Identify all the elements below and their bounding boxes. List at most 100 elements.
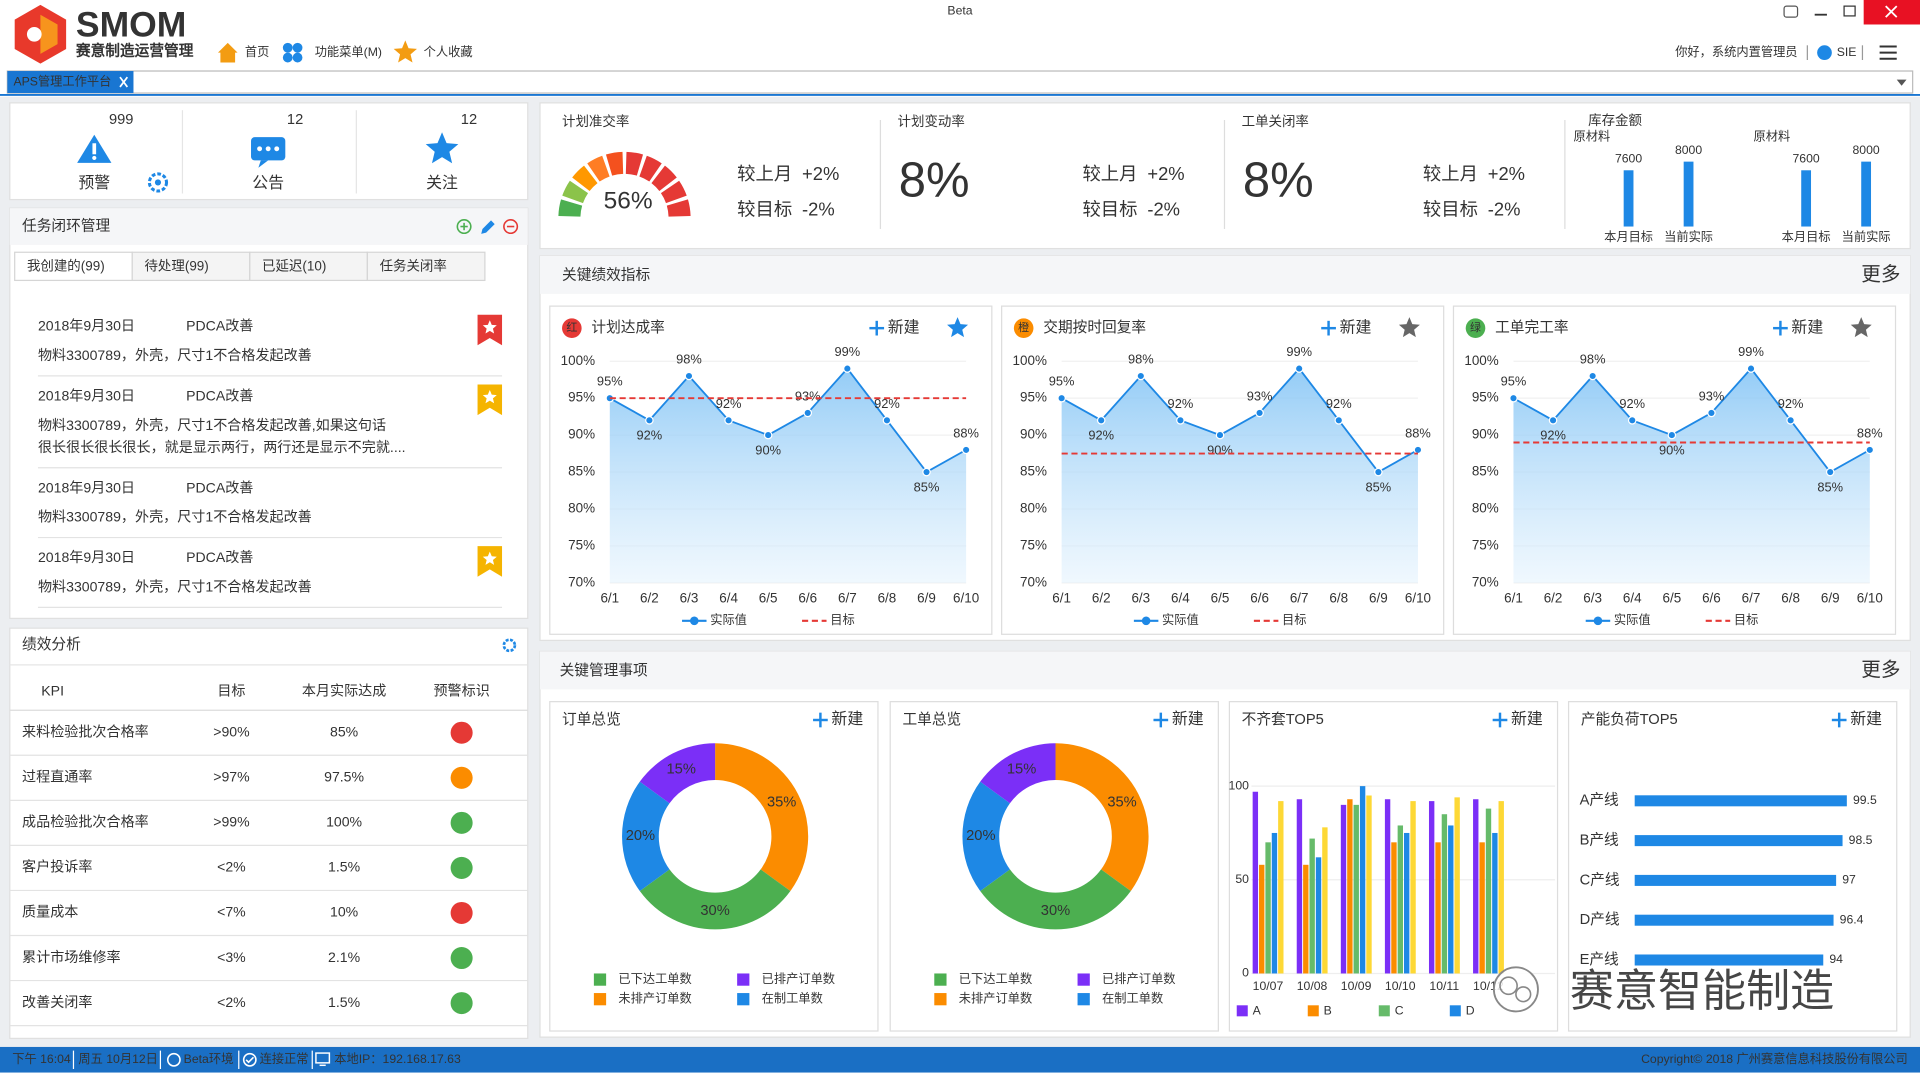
follow-icon[interactable]: [425, 132, 459, 164]
task-tab-label[interactable]: 已延迟(10): [262, 259, 326, 274]
y-tick-label: 80%: [568, 501, 595, 516]
task-tab-label[interactable]: 我创建的(99): [27, 259, 105, 274]
settings-icon[interactable]: [147, 172, 169, 193]
category-label: B产线: [1580, 831, 1619, 848]
slice-label: 15%: [1007, 762, 1036, 778]
task-tab[interactable]: [366, 251, 486, 282]
favorite-button[interactable]: [1398, 317, 1420, 338]
language-icon[interactable]: [1817, 45, 1832, 60]
new-button[interactable]: 新建: [1172, 710, 1204, 728]
donut-slice: [1055, 743, 1149, 892]
settings-button[interactable]: [502, 638, 517, 653]
data-point: [843, 364, 852, 373]
new-button[interactable]: 新建: [1791, 318, 1823, 336]
tab-label[interactable]: APS管理工作平台: [13, 73, 111, 88]
category-label: E产线: [1580, 951, 1619, 968]
legend-label: 实际值: [1162, 612, 1199, 627]
menu-icon[interactable]: [282, 42, 293, 53]
restore-button[interactable]: [1843, 5, 1856, 17]
more-link[interactable]: 更多: [1861, 659, 1900, 681]
task-date[interactable]: 2018年9月30日: [38, 318, 135, 334]
legend-label: D: [1466, 1004, 1475, 1018]
data-point: [1294, 364, 1304, 373]
menu-icon[interactable]: [282, 52, 293, 63]
x-tick-label: 6/2: [1544, 590, 1563, 605]
task-tab-label[interactable]: 任务关闭率: [380, 258, 447, 274]
bar: [1448, 825, 1454, 974]
alert-count[interactable]: 12: [461, 112, 477, 128]
task-tab[interactable]: [131, 251, 251, 282]
task-date[interactable]: 2018年9月30日: [38, 549, 135, 565]
task-date[interactable]: 2018年9月30日: [38, 387, 135, 403]
value-label: 92%: [874, 396, 900, 411]
task-description[interactable]: 物料3300789，外壳，尺寸1不合格发起改善: [38, 578, 312, 594]
new-button[interactable]: 新建: [888, 318, 920, 336]
task-type[interactable]: PDCA改善: [186, 479, 253, 495]
task-description[interactable]: 物料3300789，外壳，尺寸1不合格发起改善: [38, 509, 312, 525]
task-type[interactable]: PDCA改善: [186, 387, 253, 403]
gauge-segment: [666, 199, 691, 217]
language[interactable]: SIE: [1837, 45, 1857, 59]
task-type[interactable]: PDCA改善: [186, 549, 253, 565]
alert-label[interactable]: 公告: [252, 174, 284, 192]
add-button[interactable]: [456, 219, 472, 235]
value-label: 85%: [914, 479, 940, 494]
y-tick-label: 90%: [1472, 427, 1499, 442]
task-tab[interactable]: [249, 251, 368, 282]
task-tab-label[interactable]: 待处理(99): [144, 259, 208, 274]
favorite-button[interactable]: [1850, 317, 1872, 338]
tab[interactable]: [7, 71, 134, 94]
value-label: 85%: [1366, 479, 1392, 494]
task-description[interactable]: 物料3300789，外壳，尺寸1不合格发起改善: [38, 347, 312, 363]
new-button[interactable]: 新建: [1340, 318, 1372, 336]
gauge-segment: [587, 155, 610, 182]
metric-title: 库存金额: [1588, 113, 1642, 128]
remove-button[interactable]: [503, 219, 519, 235]
y-tick-label: 95%: [1020, 390, 1047, 405]
alert-label[interactable]: 关注: [426, 174, 458, 192]
gauge-segment: [572, 165, 598, 191]
task-description[interactable]: 物料3300789，外壳，尺寸1不合格发起改善,如果这句话: [38, 417, 386, 433]
nav-item[interactable]: 个人收藏: [424, 45, 473, 59]
nav-item[interactable]: 首页: [245, 45, 269, 59]
compare-value: +2%: [1147, 163, 1184, 184]
compare-label: 较目标: [737, 198, 792, 219]
more-link[interactable]: 更多: [1861, 264, 1900, 286]
menu-icon[interactable]: [292, 42, 303, 53]
new-button[interactable]: 新建: [1850, 710, 1882, 728]
task-type[interactable]: PDCA改善: [186, 318, 253, 334]
x-tick-label: 6/6: [798, 590, 817, 605]
watermark: 赛意智能制造: [1570, 967, 1834, 1016]
task-date[interactable]: 2018年9月30日: [38, 479, 135, 495]
edit-button[interactable]: [481, 220, 495, 234]
value-label: 7600: [1615, 151, 1642, 165]
nav-item[interactable]: 功能菜单(M): [315, 45, 382, 59]
x-tick-label: 10/10: [1385, 979, 1416, 993]
x-tick-label: 6/9: [1369, 590, 1388, 605]
task-description[interactable]: 很长很长很长很长，就是显示两行，两行还是显示不完就....: [38, 439, 406, 455]
gauge-segment: [605, 151, 624, 176]
new-button[interactable]: 新建: [1511, 710, 1543, 728]
alert-count[interactable]: 12: [287, 112, 303, 128]
watermark-icon: [1515, 986, 1532, 1003]
bar: [1252, 791, 1259, 974]
status-indicator: [450, 901, 473, 924]
legend-label: 已下达工单数: [959, 971, 1032, 986]
bar: [1278, 801, 1284, 974]
x-tick-label: 6/7: [838, 590, 857, 605]
home-icon[interactable]: [217, 42, 238, 63]
favorite-icon[interactable]: [393, 40, 417, 63]
chart-title: 订单总览: [562, 711, 621, 728]
x-tick-label: 6/3: [1131, 590, 1150, 605]
value-label: 90%: [755, 442, 781, 457]
skin-button[interactable]: [1783, 5, 1799, 18]
favorite-button[interactable]: [947, 317, 969, 338]
bar: [1303, 864, 1309, 974]
menu-icon[interactable]: [292, 52, 303, 63]
tab-dropdown[interactable]: [1896, 79, 1907, 86]
alert-label[interactable]: 预警: [78, 174, 110, 192]
new-button[interactable]: 新建: [831, 710, 863, 728]
table-header: 目标: [217, 683, 245, 699]
status-ip: 本地IP：192.168.17.63: [334, 1052, 461, 1066]
alert-count[interactable]: 999: [109, 112, 134, 128]
